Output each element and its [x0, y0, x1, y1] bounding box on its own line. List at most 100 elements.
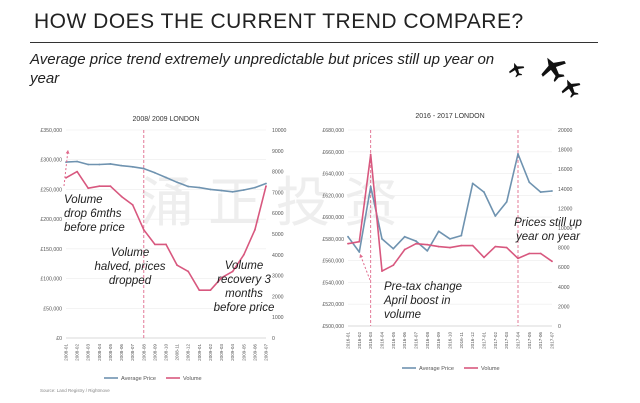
y-left-tick-label: £50,000 [43, 306, 62, 312]
x-tick-label: 2008-01 [64, 344, 69, 361]
average-price-point [392, 247, 395, 250]
average-price-point [483, 191, 485, 193]
volume-point [153, 243, 156, 246]
average-price-point [369, 185, 372, 188]
y-right-tick-label: 6000 [558, 265, 570, 271]
legend-label: Volume [183, 376, 202, 382]
chart-title: 2016 - 2017 LONDON [415, 113, 484, 120]
annotation-text: Volume [225, 260, 264, 272]
y-left-tick-label: £300,000 [40, 158, 62, 164]
annotation-text: volume [384, 309, 421, 321]
title-divider [30, 42, 598, 43]
average-price-point [539, 191, 542, 193]
volume-point [109, 185, 112, 188]
annotation-text: dropped [109, 275, 152, 287]
average-price-point [347, 235, 349, 238]
volume-point [209, 289, 212, 292]
y-right-tick-label: 9000 [272, 149, 284, 155]
average-price-point [142, 167, 145, 170]
volume-point [253, 228, 256, 231]
x-tick-label: 2016-07 [414, 332, 419, 349]
y-right-tick-label: 0 [272, 336, 275, 342]
x-tick-label: 2016-10 [448, 332, 453, 349]
legend-label: Average Price [419, 366, 454, 372]
annotation-text: April boost in [383, 295, 450, 307]
volume-point [231, 270, 234, 273]
x-tick-label: 2008-10 [164, 344, 169, 361]
x-tick-label: 2009-05 [241, 344, 246, 361]
x-tick-label: 2008-08 [141, 344, 146, 361]
annotation-text: drop 6mths [64, 208, 122, 220]
x-tick-label: 2017-03 [504, 332, 509, 349]
y-right-tick-label: 2000 [558, 304, 570, 310]
average-price-point [242, 189, 245, 191]
x-tick-label: 2008-04 [97, 344, 102, 361]
volume-point [131, 203, 134, 206]
annotation-text: before price [64, 222, 125, 234]
y-left-tick-label: £350,000 [40, 128, 62, 134]
volume-point [220, 276, 223, 279]
volume-point [528, 252, 531, 255]
x-tick-label: 2009-06 [252, 344, 257, 361]
volume-point [142, 228, 145, 231]
x-tick-label: 2008-09 [152, 344, 157, 361]
watermark: 涌正投资 [140, 171, 412, 234]
average-price-point [253, 186, 256, 189]
annotation-text: recovery 3 [217, 274, 271, 286]
average-price-point [471, 182, 474, 185]
y-left-tick-label: £0 [56, 336, 62, 342]
volume-point [198, 289, 201, 292]
average-price-point [165, 176, 167, 179]
average-price-point [528, 181, 531, 184]
average-price-point [449, 237, 451, 240]
average-price-point [265, 182, 267, 185]
volume-point [381, 270, 383, 273]
volume-point [494, 245, 497, 248]
average-price-point [426, 249, 429, 252]
average-price-point [98, 163, 101, 166]
average-price-point [358, 251, 361, 253]
annotation-text: before price [214, 302, 275, 314]
volume-point [437, 245, 440, 248]
x-tick-label: 2008-05 [108, 344, 113, 361]
annotation-text: Pre-tax change [384, 281, 462, 293]
average-price-point [551, 190, 553, 192]
annotation-text: halved, prices [95, 261, 166, 273]
y-right-tick-label: 6000 [272, 211, 284, 217]
average-price-point [131, 165, 134, 168]
y-right-tick-label: 18000 [558, 148, 573, 154]
annotation-arrowhead [65, 150, 70, 154]
average-price-point [187, 185, 190, 188]
average-price-point [505, 200, 508, 203]
y-left-tick-label: £640,000 [322, 172, 344, 178]
volume-line [347, 153, 553, 272]
average-price-point [381, 237, 383, 240]
volume-point [460, 244, 463, 247]
volume-point [471, 244, 474, 247]
x-tick-label: 2017-04 [516, 332, 521, 349]
y-left-tick-label: £540,000 [322, 280, 344, 286]
x-tick-label: 2016-01 [346, 332, 351, 349]
volume-point [120, 195, 123, 198]
y-right-tick-label: 16000 [558, 167, 573, 173]
volume-point [165, 243, 167, 246]
volume-point [87, 187, 90, 190]
y-right-tick-label: 20000 [558, 128, 573, 134]
y-right-tick-label: 4000 [558, 285, 570, 291]
x-tick-label: 2009-02 [208, 344, 213, 361]
average-price-point [403, 235, 406, 238]
volume-point [265, 185, 267, 188]
x-tick-label: 2017-02 [493, 332, 498, 349]
airplanes-decoration [509, 57, 581, 98]
volume-point [415, 242, 417, 245]
y-right-tick-label: 7000 [272, 190, 284, 196]
y-right-tick-label: 4000 [272, 253, 284, 259]
average-price-point [494, 215, 497, 217]
legend-label: Volume [481, 366, 500, 372]
x-tick-label: 2017-06 [538, 332, 543, 349]
volume-point [483, 256, 485, 259]
volume-point [551, 260, 553, 263]
source-note: Source: Land Registry / Rightmove [40, 388, 110, 393]
x-tick-label: 2016-02 [357, 332, 362, 349]
x-tick-label: 2017-01 [482, 332, 487, 349]
